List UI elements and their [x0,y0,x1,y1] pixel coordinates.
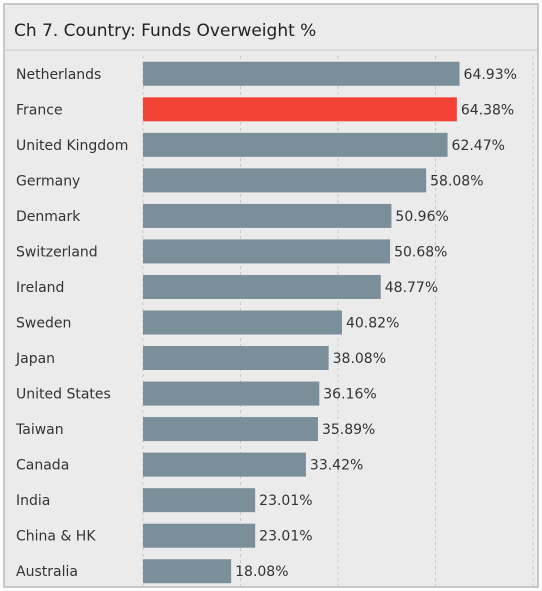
value-label: 36.16% [323,387,376,403]
y-tick-label: Australia [16,564,78,580]
value-label: 48.77% [385,280,438,296]
value-label: 35.89% [322,422,375,438]
bar [143,488,256,513]
value-label: 64.38% [461,102,514,118]
value-label: 33.42% [310,458,363,474]
chart-title: Ch 7. Country: Funds Overweight % [14,21,316,41]
y-tick-label: United States [16,387,111,403]
y-tick-label: Sweden [16,316,71,332]
value-label: 62.47% [452,138,505,154]
y-tick-label: Denmark [16,209,81,225]
value-label: 38.08% [333,351,386,367]
y-tick-label: Germany [16,173,80,189]
bar [143,381,320,406]
value-label: 64.93% [464,67,517,83]
bar [143,417,318,442]
bar [143,61,460,86]
bar [143,168,427,193]
y-tick-label: Taiwan [15,422,64,438]
y-tick-label: France [16,102,63,118]
value-label: 58.08% [430,173,483,189]
bar [143,203,392,228]
y-tick-label: Canada [16,458,69,474]
bar [143,523,256,548]
y-tick-label: India [16,493,50,509]
y-tick-label: Japan [15,351,55,367]
bar [143,97,457,122]
bar [143,346,329,371]
value-label: 18.08% [235,564,288,580]
value-label: 50.68% [394,244,447,260]
value-label: 23.01% [259,493,312,509]
value-label: 40.82% [346,316,399,332]
y-tick-label: Netherlands [16,67,101,83]
y-tick-label: Switzerland [16,244,98,260]
bar [143,310,342,335]
y-tick-label: China & HK [16,529,96,545]
bar [143,452,306,477]
bar [143,239,391,264]
y-tick-label: United Kingdom [16,138,128,154]
bar [143,559,232,584]
value-label: 23.01% [259,529,312,545]
value-label: 50.96% [395,209,448,225]
bar [143,274,381,299]
y-tick-label: Ireland [16,280,64,296]
bar [143,132,448,157]
